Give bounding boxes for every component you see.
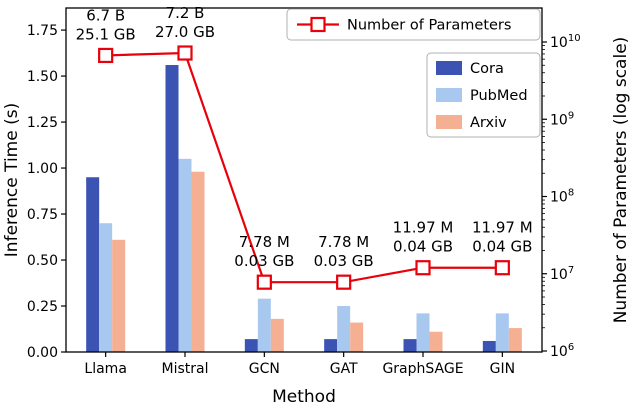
bar-GraphSAGE-PubMed xyxy=(416,313,430,352)
legend-pubmed-label: PubMed xyxy=(470,88,528,104)
bar-GIN-Cora xyxy=(482,340,496,352)
y-tick-label: 0.75 xyxy=(27,207,58,223)
x-tick-label: GraphSAGE xyxy=(382,361,463,377)
parameters-marker-GIN xyxy=(494,260,510,276)
annotation-memory-Mistral: 27.0 GB xyxy=(155,23,215,41)
bar-GCN-Cora xyxy=(244,339,258,352)
x-tick-label: GAT xyxy=(330,361,358,377)
bar-Llama-Cora xyxy=(86,177,100,352)
legend-parameters-label: Number of Parameters xyxy=(347,18,511,34)
annotation-memory-GCN: 0.03 GB xyxy=(234,252,294,270)
parameters-marker-GAT xyxy=(336,274,352,290)
bar-GCN-Arxiv xyxy=(270,318,284,352)
y2-tick-label: 106 xyxy=(550,342,574,360)
y2-tick-label: 108 xyxy=(550,188,574,206)
legend-parameters-box xyxy=(286,8,541,41)
annotation-params-GraphSAGE: 11.97 M xyxy=(393,219,454,237)
parameters-marker-GCN xyxy=(256,274,272,290)
bar-GAT-PubMed xyxy=(337,306,351,352)
legend-arxiv-label: Arxiv xyxy=(470,115,507,131)
y-tick-label: 1.50 xyxy=(27,69,58,85)
x-tick-label: GCN xyxy=(249,361,280,377)
bar-GraphSAGE-Arxiv xyxy=(429,331,443,352)
x-tick-label: GIN xyxy=(490,361,515,377)
y-axis-label-left: Inference Time (s) xyxy=(2,103,22,257)
y-tick-label: 1.00 xyxy=(27,161,58,177)
bar-GIN-Arxiv xyxy=(508,328,522,352)
annotation-params-GCN: 7.78 M xyxy=(239,233,290,251)
x-axis-label: Method xyxy=(272,387,336,407)
arxiv-swatch-icon xyxy=(436,115,462,129)
x-tick-label: Mistral xyxy=(162,361,209,377)
legend-datasets: Cora PubMed Arxiv xyxy=(426,52,541,138)
y-tick-label: 0.50 xyxy=(27,253,58,269)
plot-frame xyxy=(65,7,543,353)
y-tick-label: 0.25 xyxy=(27,299,58,315)
annotation-params-Llama: 6.7 B xyxy=(86,6,125,24)
bar-Llama-Arxiv xyxy=(112,239,126,352)
bar-GCN-PubMed xyxy=(257,298,271,352)
bar-GIN-PubMed xyxy=(495,313,509,352)
bar-Mistral-Arxiv xyxy=(191,171,205,352)
bar-Llama-PubMed xyxy=(99,223,113,352)
parameters-line xyxy=(105,51,503,284)
legend-cora-label: Cora xyxy=(470,61,504,77)
cora-swatch-icon xyxy=(436,61,462,75)
x-tick-label: Llama xyxy=(84,361,127,377)
y2-tick-label: 1010 xyxy=(550,33,581,51)
bar-Mistral-PubMed xyxy=(178,158,192,352)
bar-GAT-Cora xyxy=(324,339,338,352)
bar-GraphSAGE-Cora xyxy=(403,339,417,352)
legend-parameters: Number of Parameters xyxy=(286,8,541,41)
parameters-marker-GraphSAGE xyxy=(415,260,431,276)
annotation-memory-GAT: 0.03 GB xyxy=(314,252,374,270)
annotation-params-GAT: 7.78 M xyxy=(318,233,369,251)
y-axis-label-right: Number of Parameters (log scale) xyxy=(611,37,631,324)
annotation-params-GIN: 11.97 M xyxy=(472,219,533,237)
annotation-memory-Llama: 25.1 GB xyxy=(76,25,136,43)
annotation-memory-GIN: 0.04 GB xyxy=(472,238,532,256)
y-tick-label: 1.75 xyxy=(27,23,58,39)
y2-tick-label: 109 xyxy=(550,110,574,128)
pubmed-swatch-icon xyxy=(436,88,462,102)
annotation-params-Mistral: 7.2 B xyxy=(166,4,205,22)
bar-GAT-Arxiv xyxy=(350,322,364,352)
parameters-marker-Mistral xyxy=(177,45,193,61)
annotation-memory-GraphSAGE: 0.04 GB xyxy=(393,238,453,256)
parameters-marker-Llama xyxy=(98,47,114,64)
bar-Mistral-Cora xyxy=(165,65,179,353)
square-marker-icon xyxy=(310,16,326,33)
y-tick-label: 0.00 xyxy=(27,345,58,361)
y2-tick-label: 107 xyxy=(550,265,574,283)
y-tick-label: 1.25 xyxy=(27,115,58,131)
